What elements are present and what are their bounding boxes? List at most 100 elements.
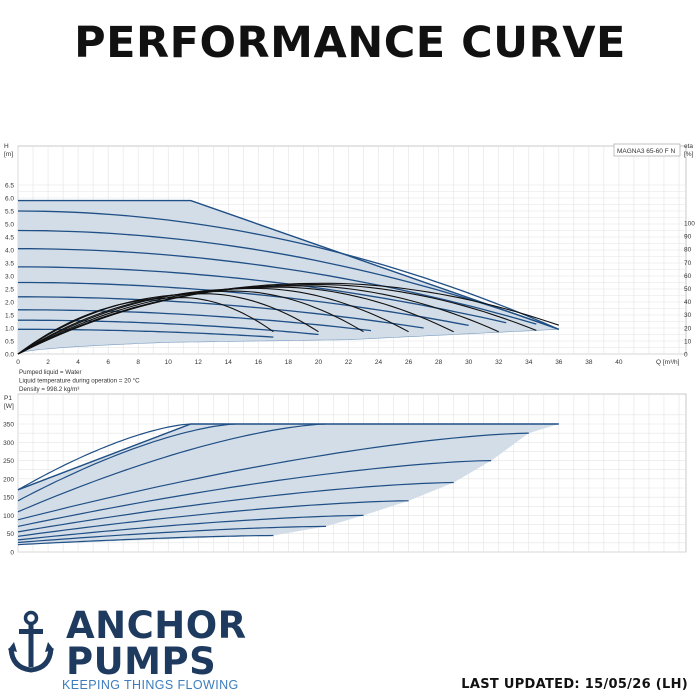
y2-tick-label: 20 [684,325,692,332]
y2-tick-label: 10 [684,338,692,345]
min-curve [17,329,559,355]
brand-name-anchor: ANCHOR [66,604,247,647]
efficiency-curve [17,293,319,355]
model-label: MAGNA3 65-60 F N [617,148,675,155]
y-tick-label: 2.5 [5,287,14,294]
head-series-curve [18,248,537,325]
x-axis-label: Q [m³/h] [656,359,680,366]
p-y-axis-unit: [W] [4,403,14,410]
x-tick-label: 12 [195,359,203,366]
head-series-curve [18,319,319,336]
y-tick-label: 2.0 [5,300,14,307]
x-tick-label: 30 [465,359,473,366]
chart-note: Liquid temperature during operation = 20… [19,378,140,385]
efficiency-curve [17,290,364,355]
y-tick-label: 5.0 [5,222,14,229]
head-series-curve [18,281,469,327]
y-tick-label: 6.5 [5,183,14,190]
x-tick-label: 4 [76,359,80,366]
p-y-axis-label: P1 [4,395,12,402]
y2-tick-label: 90 [684,234,692,241]
head-series-curve [17,229,560,330]
x-tick-label: 24 [375,359,383,366]
anchor-icon [8,610,54,681]
p-y-tick-label: 300 [3,440,14,447]
power-curve-chart: 0 50 100 150 200 250 300 350 P1[W] [3,393,687,557]
brand-tagline: KEEPING THINGS FLOWING [62,678,239,692]
y2-axis-label: eta [684,143,693,150]
power-series-curve [17,525,327,544]
power-series-curve [17,423,191,491]
power-series-curve [17,514,364,541]
y-axis-unit: [m] [4,151,13,158]
x-tick-label: 18 [285,359,293,366]
x-tick-label: 28 [435,359,443,366]
power-series-curve [17,423,327,513]
x-tick-label: 26 [405,359,413,366]
power-series-curve [17,481,454,533]
p-y-tick-label: 250 [3,458,14,465]
head-series-curve [17,210,560,330]
page-title: PERFORMANCE CURVE [74,18,626,68]
y-tick-label: 4.5 [5,235,14,242]
y2-axis-unit: [%] [684,151,694,158]
x-tick-label: 14 [225,359,233,366]
performance-chart: 0.0 0.5 1.0 1.5 2.0 2.5 3.0 3.5 4.0 4.5 5.0 5.5 6.0 6… [3,143,695,557]
y-tick-label: 0.0 [5,352,14,359]
y2-tick-label: 40 [684,299,692,306]
power-series-curve [17,534,274,546]
y-tick-label: 5.5 [5,209,14,216]
chart-note: Density = 998.2 kg/m³ [19,386,79,393]
y2-tick-label: 0 [684,352,688,359]
operating-envelope [18,200,559,354]
x-tick-label: 6 [106,359,110,366]
power-envelope [18,424,559,545]
x-tick-label: 34 [525,359,533,366]
x-tick-label: 36 [555,359,563,366]
x-tick-label: 38 [585,359,593,366]
head-curve-chart: 0.0 0.5 1.0 1.5 2.0 2.5 3.0 3.5 4.0 4.5 5.0 5.5 6.0 6… [4,143,695,393]
y2-tick-label: 70 [684,260,692,267]
last-updated: LAST UPDATED: 15/05/26 (LH) [461,677,688,692]
y-tick-label: 3.0 [5,274,14,281]
y-tick-label: 3.5 [5,261,14,268]
y2-tick-label: 60 [684,273,692,280]
y-tick-label: 0.5 [5,339,14,346]
x-tick-label: 40 [615,359,623,366]
y2-tick-label: 80 [684,247,692,254]
efficiency-curve [17,297,274,355]
p-y-tick-label: 150 [3,495,14,502]
power-series-curve [17,423,236,502]
p-y-tick-label: 200 [3,476,14,483]
model-label-box [613,143,681,157]
power-series-curve [17,432,529,521]
x-tick-label: 8 [136,359,140,366]
x-tick-label: 0 [16,359,20,366]
head-series-curve [18,266,507,324]
y2-tick-label: 30 [684,312,692,319]
y-tick-label: 4.0 [5,248,14,255]
x-tick-label: 16 [255,359,263,366]
y-tick-label: 1.5 [5,313,14,320]
x-tick-label: 10 [165,359,173,366]
y-tick-label: 6.0 [5,196,14,203]
y-axis-label: H [4,143,9,150]
x-tick-label: 22 [345,359,353,366]
power-series-curve [17,500,409,537]
chart-note: Pumped liquid = Water [19,369,82,376]
p-y-tick-label: 100 [3,513,14,520]
power-series-curve [17,460,492,527]
x-tick-label: 20 [315,359,323,366]
p-y-tick-label: 50 [7,531,15,538]
p-y-tick-label: 350 [3,422,14,429]
efficiency-curve [17,284,537,355]
y2-tick-label: 100 [684,221,695,228]
p-y-tick-label: 0 [10,550,14,557]
brand-logo: ANCHOR PUMPS KEEPING THINGS FLOWING [8,606,248,696]
head-series-curve [18,309,372,332]
x-tick-label: 32 [495,359,503,366]
y2-tick-label: 50 [684,286,692,293]
x-tick-label: 2 [46,359,50,366]
y-tick-label: 1.0 [5,326,14,333]
max-curve [18,199,560,330]
